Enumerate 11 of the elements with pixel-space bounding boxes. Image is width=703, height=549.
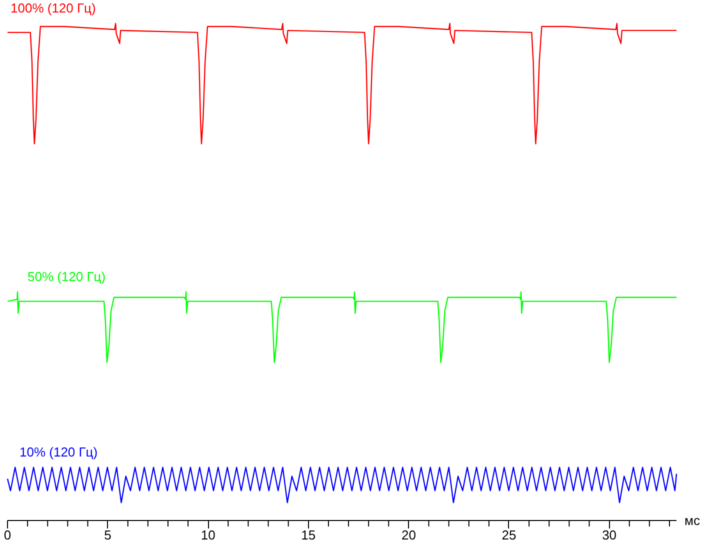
series-label: 10% (120 Гц)	[20, 444, 98, 460]
x-tick-label: 0	[4, 528, 12, 542]
series-label: 100% (120 Гц)	[10, 0, 96, 16]
x-tick-label: 25	[502, 528, 516, 542]
x-tick-label: 20	[401, 528, 416, 542]
x-tick-label: 30	[602, 528, 617, 542]
x-tick-label: 15	[301, 528, 316, 542]
x-tick-label: 10	[200, 528, 216, 542]
series-label: 50% (120 Гц)	[28, 268, 106, 284]
x-tick-label: 5	[104, 528, 112, 542]
x-axis-title: мс	[684, 513, 700, 528]
